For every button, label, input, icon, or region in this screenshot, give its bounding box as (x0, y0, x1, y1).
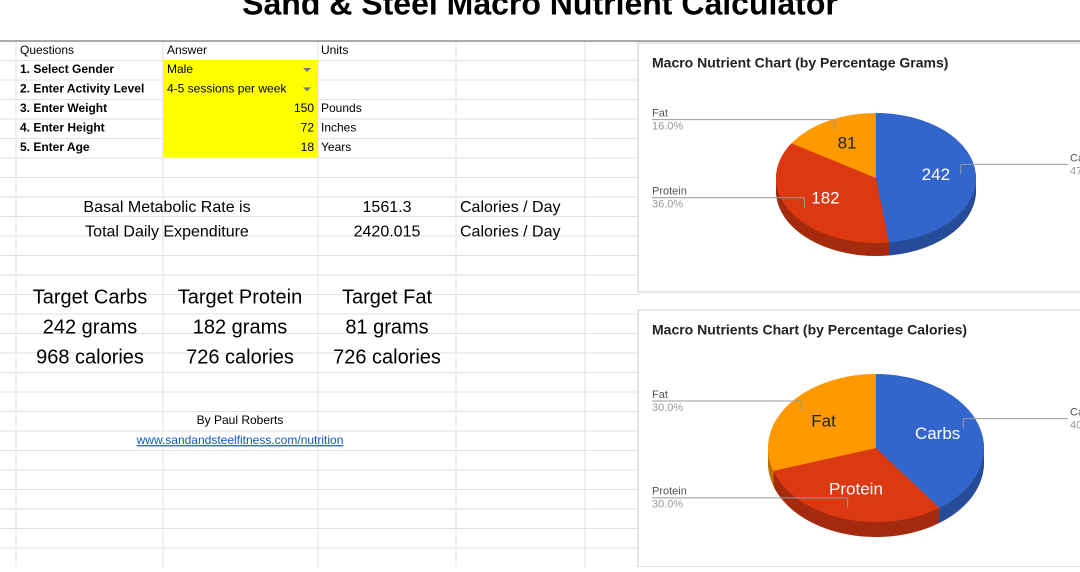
slice-label: Protein (829, 480, 883, 499)
slice-label: 81 (838, 133, 857, 152)
unit: Inches (321, 120, 356, 134)
slice (876, 113, 976, 243)
column-header: Units (321, 43, 348, 57)
result-unit: Calories / Day (460, 199, 560, 216)
slice (773, 448, 940, 522)
answer: Male (167, 62, 193, 76)
callout-percent: 30.0% (652, 499, 683, 511)
answer: 18 (301, 140, 315, 154)
answer: 150 (294, 101, 314, 115)
question: 1. Select Gender (20, 62, 114, 76)
unit: Years (321, 140, 351, 154)
page-title: Sand & Steel Macro Nutrient Calculator (242, 0, 838, 21)
callout-percent: 47.9% (1070, 165, 1080, 177)
answer: 4-5 sessions per week (167, 82, 287, 96)
callout-name: Fat (652, 108, 668, 120)
result-value: 1561.3 (363, 199, 412, 216)
result-value: 2420.015 (354, 224, 421, 241)
target-label: Target Fat (342, 286, 432, 308)
slice-label: Fat (811, 411, 836, 430)
answer: 72 (301, 120, 315, 134)
target-calories: 726 calories (333, 346, 441, 368)
dropdown[interactable] (303, 68, 311, 72)
dropdown[interactable] (303, 87, 311, 92)
target-label: Target Protein (178, 286, 303, 308)
column-header: Questions (20, 43, 74, 57)
question: 3. Enter Weight (20, 101, 107, 115)
link[interactable]: www.sandandsteelfitness.com/nutrition (136, 433, 344, 447)
callout-name: Protein (652, 486, 687, 498)
result-label: Total Daily Expenditure (85, 224, 249, 241)
callout-percent: 36.0% (652, 199, 683, 211)
result-label: Basal Metabolic Rate is (83, 199, 250, 216)
input-cells (163, 60, 318, 157)
slice (776, 143, 890, 243)
target-calories: 726 calories (186, 346, 294, 368)
slice-label: 242 (922, 165, 950, 184)
callout-name: Protein (652, 186, 687, 198)
slice (767, 374, 876, 471)
question: 4. Enter Height (20, 120, 105, 134)
target-grams: 242 grams (43, 316, 138, 338)
credit: By Paul Roberts (197, 413, 284, 427)
unit: Pounds (321, 101, 362, 115)
question: 2. Enter Activity Level (20, 82, 144, 96)
callout-percent: 16.0% (652, 121, 683, 133)
question: 5. Enter Age (20, 140, 90, 154)
callout-percent: 40.0% (1070, 419, 1080, 431)
slice-label: Carbs (915, 424, 960, 443)
slice-label: 182 (811, 189, 839, 208)
chart-title: Macro Nutrient Chart (by Percentage Gram… (652, 55, 948, 71)
target-grams: 182 grams (193, 316, 288, 338)
column-header: Answer (167, 43, 207, 57)
target-label: Target Carbs (33, 286, 148, 308)
callout-name: Fat (652, 389, 668, 401)
target-calories: 968 calories (36, 346, 144, 368)
callout-name: Carbs (1070, 152, 1080, 164)
slice (791, 113, 876, 178)
callout-name: Carbs (1070, 406, 1080, 418)
chart-title: Macro Nutrients Chart (by Percentage Cal… (652, 322, 967, 338)
target-grams: 81 grams (345, 316, 428, 338)
callout-percent: 30.0% (652, 402, 683, 414)
result-unit: Calories / Day (460, 224, 560, 241)
slice (876, 374, 984, 508)
